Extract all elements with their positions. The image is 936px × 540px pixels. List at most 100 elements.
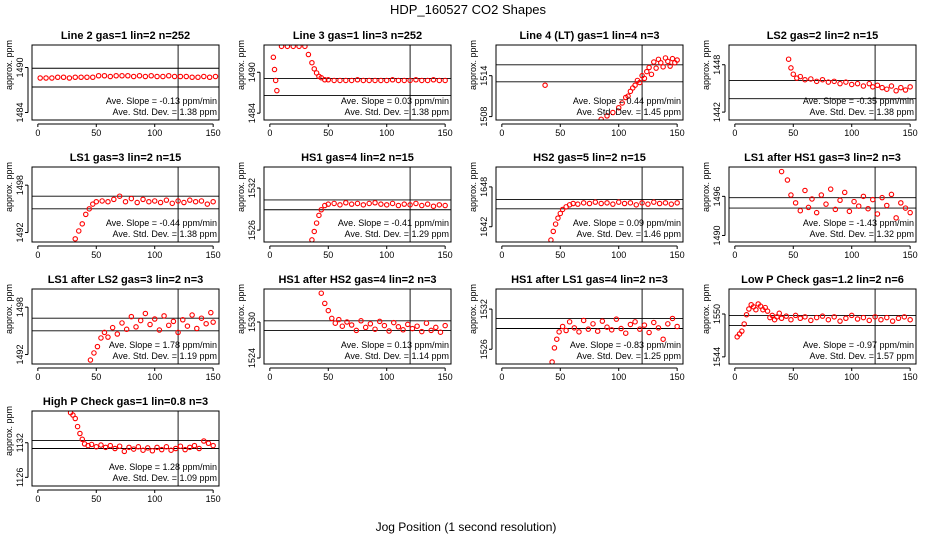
data-point [192,198,199,205]
y-tick-label: 1526 [479,339,489,359]
data-point [130,446,137,452]
x-tick-label: 150 [206,250,221,260]
data-point [158,446,165,453]
x-tick-label: 150 [206,372,221,382]
data-point [442,322,448,329]
y-axis-label: approx. ppm [701,40,711,90]
data-point [552,221,559,227]
data-point [646,329,652,336]
y-tick-label: 1532 [247,178,257,198]
data-point [430,77,437,83]
panel-title: HS1 gas=4 lin=2 n=15 [301,152,414,164]
std-dev-text: Ave. Std. Dev. = 1.29 ppm [345,229,449,239]
data-point [354,77,361,83]
data-point [825,316,832,323]
data-point [205,440,212,447]
data-point [837,197,843,204]
std-dev-text: Ave. Std. Dev. = 1.38 ppm [113,229,217,239]
data-point [430,203,437,210]
data-point [148,73,154,79]
data-point [325,77,332,83]
data-point [613,316,620,322]
panel-12: Low P Check gas=1.2 lin=2 n=6 0 50 100 150 15… [701,274,918,382]
data-point [94,343,101,350]
data-point [290,45,296,50]
x-tick-label: 150 [670,128,685,138]
slope-text: Ave. Slope = -1.43 ppm/min [803,218,914,228]
data-point [808,317,814,324]
panel-title: LS1 gas=3 lin=2 n=15 [70,152,182,164]
data-point [316,212,322,219]
panel-3: Line 4 (LT) gas=1 lin=4 n=3 0 50 100 150 1508… [468,30,685,138]
data-point [151,316,158,322]
data-point [116,443,123,449]
data-point [739,328,745,334]
data-point [413,200,419,207]
data-point [907,84,913,90]
data-point [792,200,799,206]
data-points [67,411,216,455]
data-point [813,209,820,216]
data-point [79,436,86,443]
data-point [93,444,100,450]
data-point [305,51,312,58]
data-point [181,199,187,206]
data-point [121,448,128,455]
panel-title: LS1 after LS2 gas=3 lin=2 n=3 [48,274,204,286]
data-point [778,315,785,322]
data-points [734,301,913,340]
data-point [872,314,878,320]
data-point [336,316,342,323]
data-point [669,315,676,322]
data-point [140,196,146,203]
data-point [893,88,899,94]
data-point [206,74,213,81]
data-point [87,357,94,363]
data-point [182,446,188,453]
data-point [644,68,650,75]
data-point [353,327,360,334]
data-point [386,328,392,334]
x-tick-label: 150 [670,372,685,382]
data-point [813,78,820,85]
data-point [419,328,425,335]
data-point [542,82,548,88]
data-point [184,323,191,329]
slope-text: Ave. Slope = 0.03 ppm/min [341,96,449,106]
data-point [203,320,209,327]
data-point [154,444,160,451]
data-point [122,198,129,205]
data-point [753,306,759,313]
data-point [604,324,610,330]
data-point [177,443,184,449]
data-point [442,202,448,209]
data-point [37,75,43,81]
x-tick-label: 100 [611,372,626,382]
data-point [163,444,170,450]
data-point [111,196,117,203]
x-tick-label: 50 [91,494,101,504]
data-point [187,444,193,451]
data-point [854,80,861,87]
data-point [381,322,388,329]
data-point [400,327,406,333]
x-tick-label: 50 [323,128,333,138]
data-point [870,84,876,90]
x-tick-label: 0 [732,128,737,138]
data-point [99,198,105,204]
data-point [843,79,849,85]
data-point [144,445,151,451]
data-point [189,74,195,81]
panel-7: HS2 gas=5 lin=2 n=15 0 50 100 150 1642 1648app… [468,152,685,260]
data-point [586,200,593,207]
data-point [360,77,367,84]
std-dev-text: Ave. Std. Dev. = 1.14 ppm [345,351,449,361]
panel-title: Line 4 (LT) gas=1 lin=4 n=3 [519,30,659,42]
data-point [665,58,671,65]
data-point [372,77,378,84]
x-tick-label: 0 [35,494,40,504]
data-point [625,93,631,99]
y-axis-label: approx. ppm [4,40,14,90]
data-point [823,201,829,207]
data-point [646,64,652,71]
